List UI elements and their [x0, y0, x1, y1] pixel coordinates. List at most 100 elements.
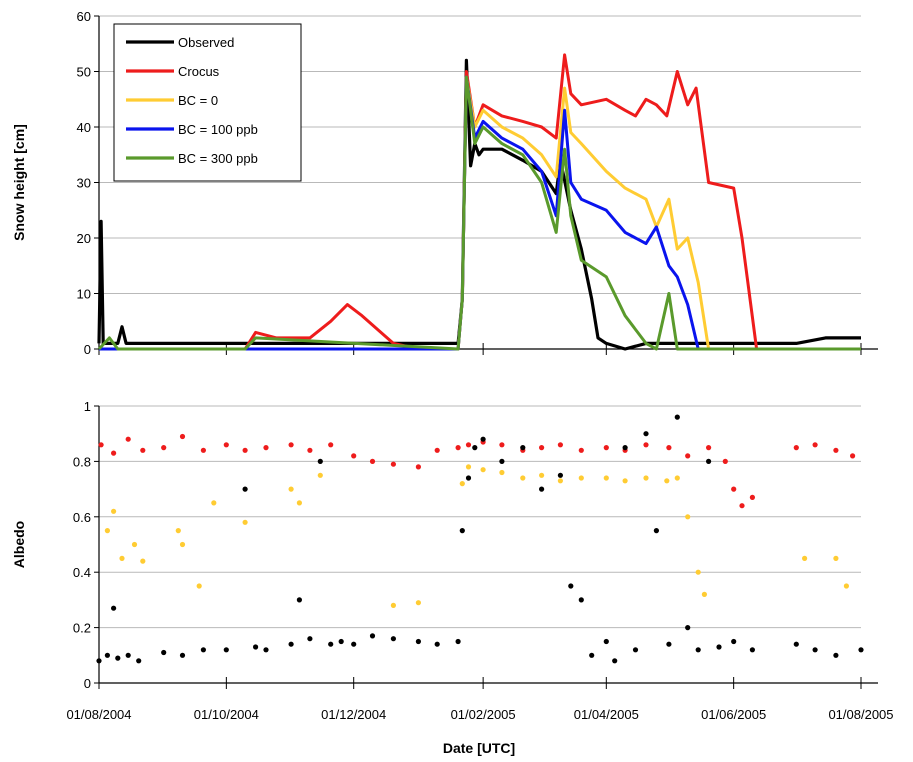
data-point: [140, 558, 146, 564]
data-point: [499, 458, 505, 464]
data-point: [242, 447, 248, 453]
data-point: [666, 445, 672, 451]
data-point: [674, 414, 680, 420]
data-point: [643, 475, 649, 481]
data-point: [833, 555, 839, 562]
x-tick-label: 01/02/2005: [451, 707, 516, 722]
data-point: [179, 652, 186, 658]
y-tick-label: 50: [77, 65, 91, 80]
data-point: [328, 442, 334, 448]
data-point: [307, 447, 313, 453]
data-point: [480, 467, 486, 473]
x-axis-title: Date [UTC]: [443, 740, 515, 756]
data-point: [632, 647, 639, 653]
data-point: [242, 486, 248, 492]
x-tick-label: 01/04/2005: [574, 707, 639, 722]
data-point: [858, 647, 864, 653]
data-point: [643, 442, 649, 448]
data-point: [161, 649, 167, 656]
data-point: [653, 528, 660, 534]
y-tick-label: 0.8: [73, 454, 91, 469]
data-point: [812, 442, 818, 448]
data-point: [415, 464, 421, 470]
series-series-1: [104, 464, 850, 609]
data-point: [98, 442, 104, 448]
data-point: [749, 647, 756, 653]
y-tick-label: 20: [77, 231, 91, 246]
data-point: [263, 647, 269, 653]
data-point: [104, 528, 110, 534]
data-point: [722, 458, 728, 464]
data-point: [603, 638, 609, 645]
series-series-0: [98, 433, 856, 509]
legend-label: BC = 0: [178, 93, 218, 108]
data-point: [111, 450, 117, 456]
data-point: [288, 641, 294, 647]
y-tick-label: 30: [77, 176, 91, 191]
snow-height-panel: 0 10 20 30 40 50 60 Snow height [cm]: [11, 9, 878, 357]
data-point: [520, 445, 526, 451]
data-point: [465, 475, 472, 481]
data-point: [200, 647, 206, 653]
data-point: [622, 445, 628, 451]
x-tick-label: 01/06/2005: [701, 707, 766, 722]
data-point: [223, 442, 229, 448]
data-point: [415, 638, 421, 645]
data-point: [119, 555, 125, 562]
y-tick-label: 0: [84, 676, 91, 691]
data-point: [695, 569, 701, 575]
legend-box: [113, 23, 302, 182]
data-point: [179, 541, 186, 548]
y-axis-title: Snow height [cm]: [11, 124, 27, 241]
data-point: [179, 433, 186, 440]
data-point: [520, 475, 526, 481]
data-point: [115, 655, 121, 661]
data-point: [578, 447, 584, 453]
data-point: [472, 445, 478, 451]
plot-area: [97, 53, 861, 351]
data-point: [351, 641, 357, 647]
data-point: [175, 528, 181, 534]
data-point: [131, 541, 138, 548]
data-point: [253, 644, 259, 650]
data-point: [557, 478, 564, 484]
data-point: [716, 644, 722, 650]
data-point: [706, 458, 712, 464]
data-point: [369, 633, 376, 639]
data-point: [415, 600, 421, 606]
data-point: [211, 500, 217, 506]
x-tick-label: 01/12/2004: [321, 707, 386, 722]
data-point: [685, 453, 691, 459]
legend-label: Observed: [178, 35, 234, 50]
series-line-crocus: [99, 53, 861, 351]
data-point: [812, 647, 818, 653]
data-point: [850, 453, 856, 459]
data-point: [622, 478, 628, 484]
data-point: [369, 458, 376, 464]
data-point: [111, 605, 117, 611]
data-point: [200, 447, 206, 453]
data-point: [455, 638, 461, 645]
data-point: [749, 494, 756, 500]
y-tick-label: 1: [84, 399, 91, 414]
data-point: [833, 652, 839, 658]
data-point: [96, 658, 102, 664]
y-tick-label: 0.4: [73, 565, 91, 580]
legend-label: BC = 300 ppb: [178, 151, 258, 166]
data-point: [685, 514, 691, 520]
albedo-panel: 0 0.2 0.4 0.6 0.8 1 01/08/2004 01/10/2004 01/12/…: [11, 399, 894, 722]
data-point: [539, 445, 545, 451]
data-point: [578, 597, 584, 603]
data-point: [480, 436, 486, 442]
data-point: [664, 478, 670, 484]
y-tick-label: 60: [77, 9, 91, 24]
data-point: [603, 445, 609, 451]
data-point: [739, 503, 745, 509]
data-point: [263, 445, 269, 451]
data-point: [242, 519, 248, 525]
data-point: [390, 461, 396, 467]
data-point: [643, 431, 649, 437]
y-tick-label: 40: [77, 120, 91, 135]
data-point: [390, 602, 396, 609]
